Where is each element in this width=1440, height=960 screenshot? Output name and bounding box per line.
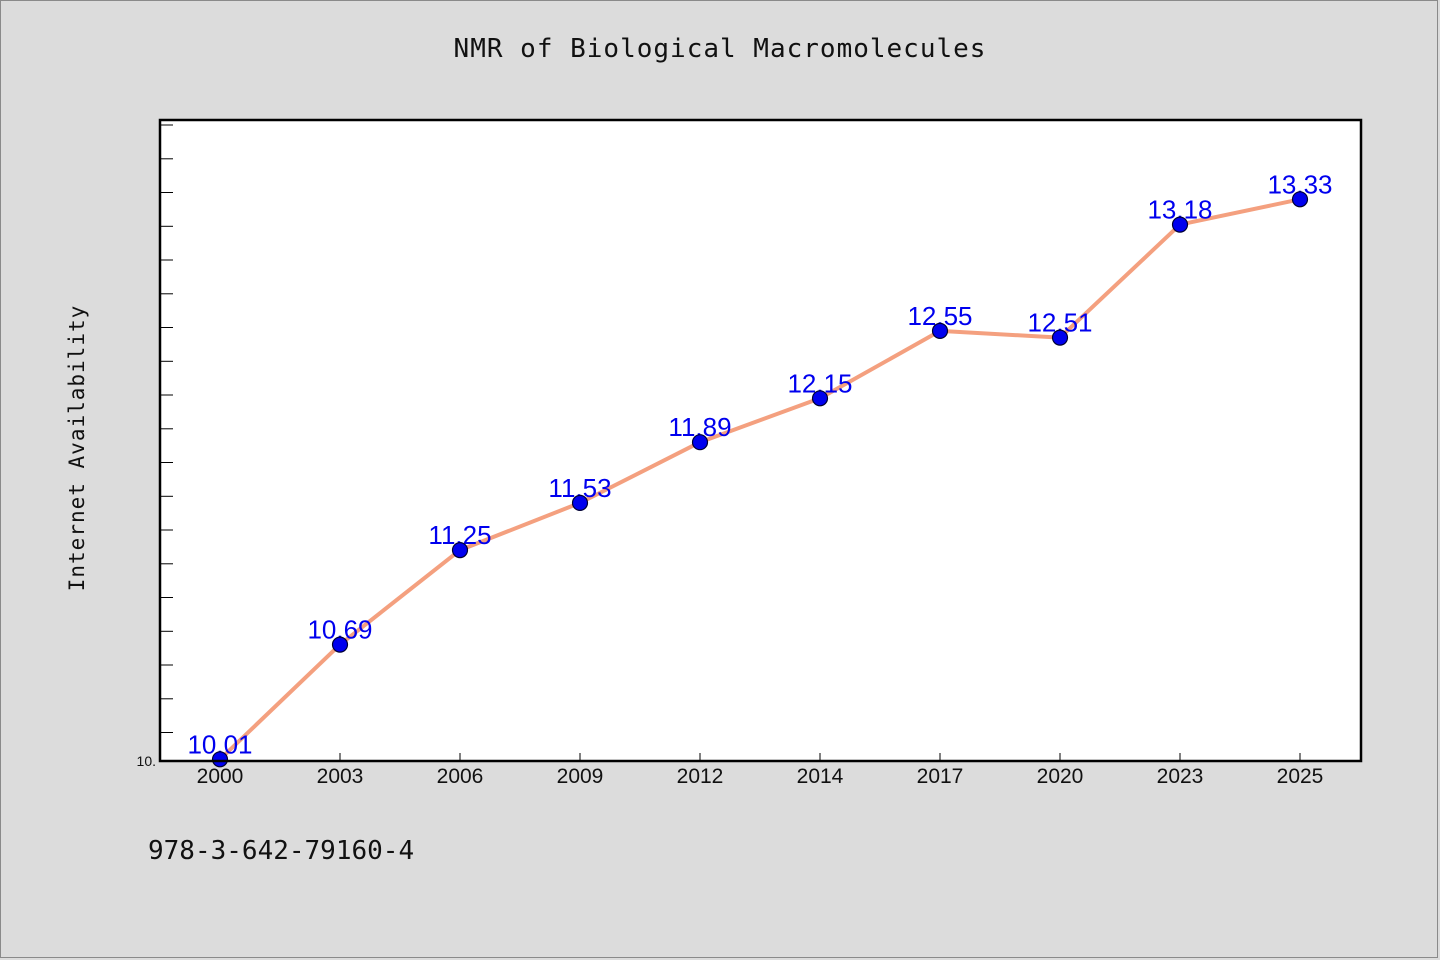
x-tick-label: 2006	[437, 765, 484, 788]
data-point	[931, 322, 949, 339]
x-tick-label: 2009	[557, 765, 604, 788]
series-line	[218, 197, 1302, 762]
data-point	[211, 751, 229, 768]
x-tick-label: 2003	[317, 765, 364, 788]
plot-border	[158, 118, 1363, 763]
data-point	[571, 494, 589, 511]
chart-title: NMR of Biological Macromolecules	[453, 34, 987, 64]
x-tick-label: 2017	[917, 765, 964, 788]
x-tick-label: 2023	[1157, 765, 1204, 788]
x-tick-label: 2014	[797, 765, 844, 788]
data-point	[811, 390, 829, 407]
y-tick-label: 10.	[137, 753, 156, 769]
isbn-code: 978-3-642-79160-4	[148, 836, 415, 866]
x-tick-label: 2020	[1037, 765, 1084, 788]
data-point	[1051, 329, 1069, 346]
x-tick-label: 2012	[677, 765, 724, 788]
x-tick-label: 2025	[1277, 765, 1324, 788]
x-tick-label: 2000	[197, 765, 244, 788]
data-point	[331, 636, 349, 653]
data-point	[1291, 191, 1309, 208]
data-point	[1171, 216, 1189, 233]
data-point	[691, 434, 709, 451]
data-point	[451, 541, 469, 559]
plot-area	[160, 120, 1361, 761]
